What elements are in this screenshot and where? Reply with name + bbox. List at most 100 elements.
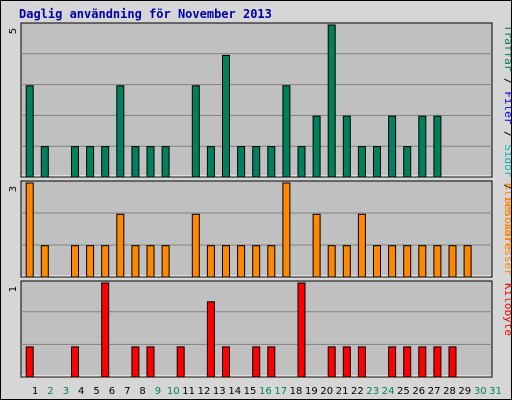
ymax-label-bottom: 1 <box>8 286 19 292</box>
bar-top-day-2 <box>40 146 49 178</box>
day-label-8: 8 <box>139 386 145 397</box>
side-label-top: Träffar / Filer / Sidor / Besökare <box>502 25 511 250</box>
side-label-part: / <box>502 124 511 144</box>
bar-middle-day-4 <box>71 245 79 278</box>
bar-middle-day-23 <box>357 213 366 278</box>
bar-top-day-15 <box>237 146 246 178</box>
panel-top: 5 Träffar / Filer / Sidor / Besökare <box>8 22 511 250</box>
side-label-part: Filer <box>502 91 511 124</box>
side-label-part: Besökare <box>502 197 511 250</box>
day-label-16: 16 <box>259 386 272 397</box>
bar-top-day-28 <box>433 115 442 178</box>
day-label-11: 11 <box>182 386 195 397</box>
day-label-7: 7 <box>124 386 130 397</box>
bar-top-day-16 <box>252 146 261 178</box>
day-label-15: 15 <box>244 386 257 397</box>
day-label-20: 20 <box>320 386 333 397</box>
ymax-label-top: 5 <box>8 28 19 34</box>
bar-middle-day-24 <box>373 245 381 278</box>
day-label-27: 27 <box>428 386 441 397</box>
panel-middle: 3 Klientadresser <box>8 180 511 278</box>
bar-middle-day-7 <box>116 213 125 278</box>
day-label-19: 19 <box>305 386 318 397</box>
day-label-13: 13 <box>213 386 226 397</box>
day-label-9: 9 <box>155 386 161 397</box>
day-label-4: 4 <box>78 386 84 397</box>
day-label-22: 22 <box>351 386 364 397</box>
side-label-part: Klientadresser <box>502 183 511 276</box>
bar-middle-day-17 <box>267 245 276 278</box>
bar-bottom-day-8 <box>131 346 140 378</box>
bar-top-day-19 <box>297 146 306 178</box>
bar-middle-day-5 <box>86 245 95 278</box>
day-label-14: 14 <box>228 386 241 397</box>
bar-bottom-day-14 <box>222 346 230 378</box>
day-label-28: 28 <box>443 386 456 397</box>
bar-bottom-day-19 <box>297 282 306 378</box>
bar-top-day-9 <box>146 146 155 178</box>
day-label-24: 24 <box>382 386 395 397</box>
bar-middle-day-6 <box>101 245 110 278</box>
day-label-26: 26 <box>412 386 425 397</box>
bar-top-day-5 <box>86 146 95 178</box>
day-label-25: 25 <box>397 386 410 397</box>
bar-middle-day-27 <box>418 245 427 278</box>
bar-bottom-day-6 <box>101 282 110 378</box>
bar-bottom-day-23 <box>357 346 366 378</box>
bar-bottom-day-25 <box>388 346 397 378</box>
bar-middle-day-10 <box>161 245 170 278</box>
side-label-part: Träffar <box>502 25 511 72</box>
bar-bottom-day-29 <box>448 346 457 378</box>
bar-top-day-21 <box>327 24 336 178</box>
bar-top-day-17 <box>267 146 276 178</box>
bar-top-day-18 <box>282 85 291 178</box>
bar-middle-day-30 <box>463 245 472 278</box>
bar-bottom-day-28 <box>433 346 442 378</box>
bar-top-day-6 <box>101 146 110 178</box>
day-label-3: 3 <box>63 386 69 397</box>
bar-bottom-day-16 <box>252 346 261 378</box>
day-label-6: 6 <box>109 386 115 397</box>
bar-middle-day-21 <box>327 245 336 278</box>
bar-bottom-day-21 <box>327 346 336 378</box>
side-label-middle: Klientadresser <box>502 183 511 276</box>
side-label-bottom: Kilobyte <box>502 283 511 336</box>
bar-middle-day-8 <box>131 245 140 278</box>
bar-middle-day-13 <box>206 245 215 278</box>
bar-middle-day-14 <box>222 245 230 278</box>
bar-top-day-24 <box>373 146 381 178</box>
bar-top-day-1 <box>25 85 34 178</box>
day-label-1: 1 <box>32 386 38 397</box>
bar-top-day-13 <box>206 146 215 178</box>
bar-middle-day-26 <box>403 245 412 278</box>
bar-bottom-day-1 <box>25 346 34 378</box>
bar-top-day-20 <box>312 115 321 178</box>
bar-top-day-26 <box>403 146 412 178</box>
day-label-12: 12 <box>198 386 211 397</box>
bar-bottom-day-13 <box>206 301 215 378</box>
bar-top-day-23 <box>357 146 366 178</box>
day-label-31: 31 <box>489 386 502 397</box>
bar-middle-day-22 <box>342 245 351 278</box>
side-label-part: / <box>502 71 511 91</box>
bar-middle-day-15 <box>237 245 246 278</box>
side-label-part: / <box>502 177 511 197</box>
day-label-2: 2 <box>47 386 53 397</box>
bar-middle-day-1 <box>25 182 34 278</box>
day-label-21: 21 <box>336 386 349 397</box>
bar-middle-day-2 <box>40 245 49 278</box>
bar-middle-day-12 <box>191 213 200 278</box>
day-label-10: 10 <box>167 386 180 397</box>
bar-middle-day-25 <box>388 245 397 278</box>
bar-top-day-12 <box>191 85 200 178</box>
day-label-18: 18 <box>290 386 303 397</box>
ymax-label-middle: 3 <box>8 186 19 192</box>
bar-top-day-4 <box>71 146 79 178</box>
bar-bottom-day-11 <box>176 346 185 378</box>
bar-top-day-14 <box>222 54 230 178</box>
bar-bottom-day-17 <box>267 346 276 378</box>
side-label-part: Kilobyte <box>502 283 511 336</box>
day-label-17: 17 <box>274 386 287 397</box>
